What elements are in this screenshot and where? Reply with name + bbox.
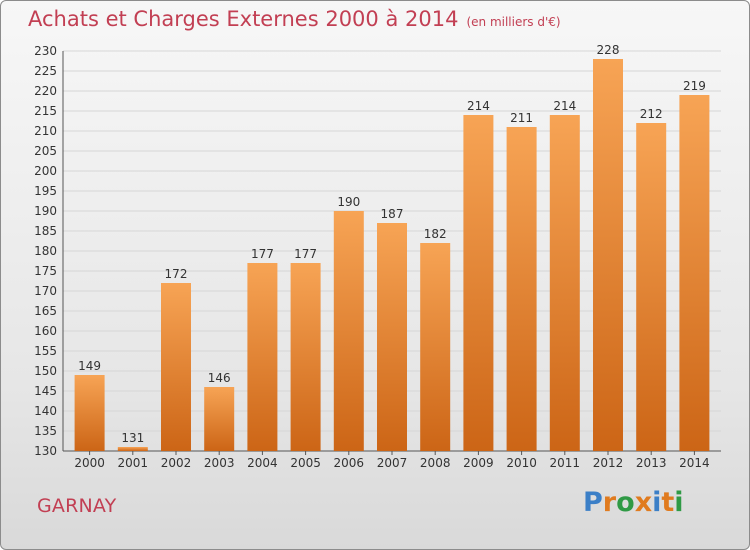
y-tick-label: 150 — [34, 364, 57, 378]
bar-2010[interactable] — [506, 127, 537, 451]
bar-2012[interactable] — [593, 59, 623, 451]
chart-title: Achats et Charges Externes 2000 à 2014 (e… — [28, 7, 561, 31]
town-name: GARNAY — [37, 495, 117, 517]
y-tick-label: 145 — [34, 384, 57, 398]
bar-2006[interactable] — [333, 211, 364, 451]
data-label: 214 — [467, 99, 490, 113]
logo-letter: o — [616, 487, 635, 518]
x-tick-label: 2009 — [463, 456, 494, 470]
bar-2011[interactable] — [549, 115, 580, 451]
y-tick-label: 190 — [34, 204, 57, 218]
bar-2007[interactable] — [377, 223, 407, 451]
data-label: 172 — [165, 267, 188, 281]
x-tick-label: 2000 — [74, 456, 105, 470]
bar-2004[interactable] — [247, 263, 278, 451]
bar-2003[interactable] — [204, 387, 235, 451]
data-label: 177 — [294, 247, 317, 261]
data-label: 149 — [78, 359, 101, 373]
x-tick-label: 2014 — [679, 456, 710, 470]
bar-2001[interactable] — [117, 447, 148, 451]
x-tick-label: 2012 — [593, 456, 624, 470]
x-tick-label: 2002 — [161, 456, 192, 470]
data-label: 146 — [208, 371, 231, 385]
y-tick-label: 130 — [34, 444, 57, 458]
logo-letter: r — [602, 487, 617, 518]
y-tick-label: 185 — [34, 224, 57, 238]
y-tick-label: 200 — [34, 164, 57, 178]
data-label: 177 — [251, 247, 274, 261]
logo-letter: i — [652, 487, 662, 518]
bar-2009[interactable] — [463, 115, 494, 451]
chart-title-text: Achats et Charges Externes 2000 à 2014 — [28, 7, 459, 31]
bars — [74, 59, 710, 451]
y-tick-label: 180 — [34, 244, 57, 258]
bar-2000[interactable] — [74, 375, 105, 451]
data-label: 228 — [597, 43, 620, 57]
x-tick-label: 2007 — [377, 456, 408, 470]
logo-letter: i — [674, 487, 684, 518]
data-label: 219 — [683, 79, 706, 93]
logo-letter: x — [634, 487, 653, 518]
logo-letter: t — [661, 487, 675, 518]
x-tick-label: 2001 — [118, 456, 149, 470]
x-tick-label: 2010 — [506, 456, 537, 470]
y-tick-label: 205 — [34, 144, 57, 158]
axes: 1301351401451501551601651701751801851901… — [34, 44, 721, 470]
y-tick-label: 165 — [34, 304, 57, 318]
x-tick-label: 2008 — [420, 456, 451, 470]
x-tick-label: 2006 — [334, 456, 365, 470]
data-label: 187 — [381, 207, 404, 221]
data-labels: 149 131 172 146 177 177 190 187 182 214 211 214 228 2… — [78, 43, 706, 445]
y-tick-label: 140 — [34, 404, 57, 418]
y-tick-label: 225 — [34, 64, 57, 78]
y-tick-label: 220 — [34, 84, 57, 98]
bar-2014[interactable] — [679, 95, 710, 451]
data-label: 182 — [424, 227, 447, 241]
data-label: 212 — [640, 107, 663, 121]
data-label: 214 — [553, 99, 576, 113]
x-tick-label: 2005 — [290, 456, 321, 470]
y-tick-label: 175 — [34, 264, 57, 278]
x-tick-label: 2004 — [247, 456, 278, 470]
y-tick-label: 160 — [34, 324, 57, 338]
bar-2005[interactable] — [290, 263, 321, 451]
data-label: 190 — [337, 195, 360, 209]
y-tick-label: 195 — [34, 184, 57, 198]
y-tick-label: 135 — [34, 424, 57, 438]
x-tick-label: 2013 — [636, 456, 667, 470]
y-tick-label: 215 — [34, 104, 57, 118]
data-label: 131 — [121, 431, 144, 445]
logo-letter: P — [583, 487, 603, 518]
y-tick-label: 170 — [34, 284, 57, 298]
bar-2002[interactable] — [161, 283, 191, 451]
x-tick-label: 2011 — [550, 456, 581, 470]
bar-2013[interactable] — [636, 123, 667, 451]
bar-2008[interactable] — [420, 243, 451, 451]
data-label: 211 — [510, 111, 533, 125]
y-tick-label: 230 — [34, 44, 57, 58]
x-tick-label: 2003 — [204, 456, 235, 470]
chart-subtitle: (en milliers d'€) — [466, 15, 561, 29]
y-tick-label: 210 — [34, 124, 57, 138]
proxiti-logo[interactable]: Proxiti — [583, 487, 684, 518]
y-tick-label: 155 — [34, 344, 57, 358]
